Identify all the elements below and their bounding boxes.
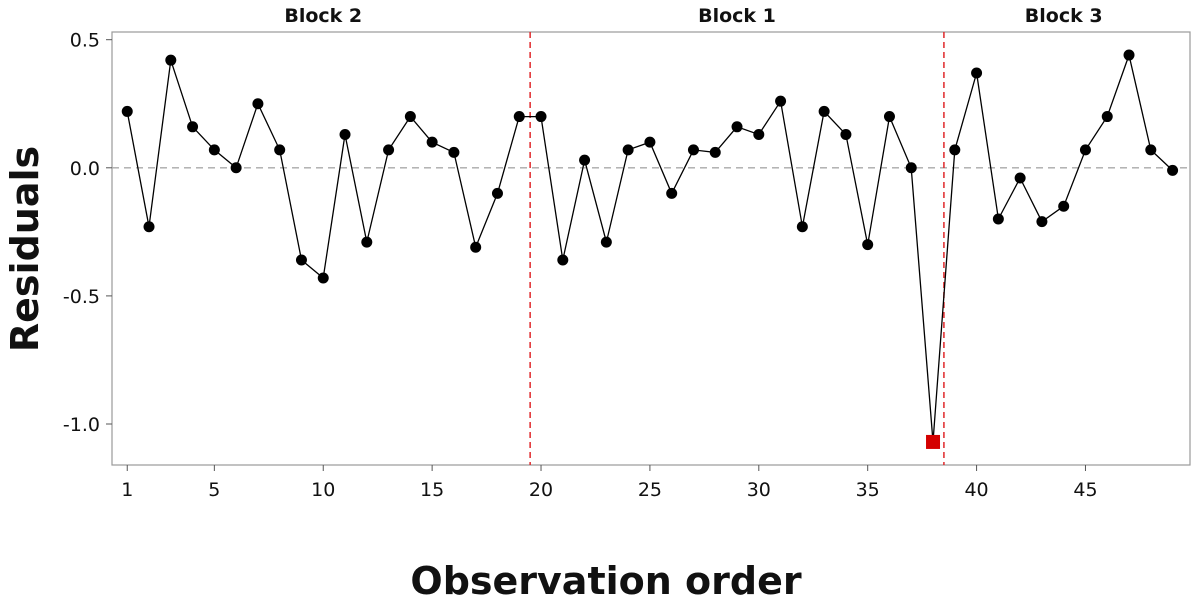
data-point-24 — [622, 144, 634, 156]
data-point-45 — [1079, 144, 1091, 156]
series-layer — [121, 49, 1179, 449]
data-point-42 — [1014, 172, 1026, 184]
data-point-21 — [557, 254, 569, 266]
data-point-25 — [644, 136, 656, 148]
data-point-11 — [339, 128, 351, 140]
x-tick-label-2: 10 — [311, 479, 335, 501]
data-point-17 — [470, 241, 482, 253]
data-point-31 — [775, 95, 787, 107]
data-point-40 — [971, 67, 983, 79]
data-point-32 — [796, 221, 808, 233]
data-point-8 — [274, 144, 286, 156]
x-tick-label-9: 45 — [1073, 479, 1097, 501]
x-tick-label-0: 1 — [121, 479, 133, 501]
data-point-13 — [383, 144, 395, 156]
data-point-29 — [731, 121, 743, 133]
data-point-6 — [230, 162, 242, 174]
axes-layer: 0.50.0-0.5-1.01 5 10 15 20 25 30 35 40 45 — [63, 30, 1098, 501]
data-point-20 — [535, 111, 547, 123]
data-point-41 — [992, 213, 1004, 225]
data-point-3 — [165, 54, 177, 66]
x-tick-label-8: 40 — [964, 479, 988, 501]
x-axis-title: Observation order — [410, 559, 801, 599]
data-point-10 — [317, 272, 329, 284]
data-point-18 — [491, 187, 503, 199]
data-point-5 — [208, 144, 220, 156]
data-point-23 — [600, 236, 612, 248]
block-label-1: Block 2 — [284, 5, 362, 27]
y-axis-title: Residuals — [3, 146, 47, 352]
x-tick-label-5: 25 — [638, 479, 662, 501]
data-point-28 — [709, 146, 721, 158]
data-point-22 — [579, 154, 591, 166]
data-point-34 — [840, 128, 852, 140]
x-tick-label-6: 30 — [747, 479, 771, 501]
data-point-37 — [905, 162, 917, 174]
x-tick-label-4: 20 — [529, 479, 553, 501]
data-point-7 — [252, 98, 264, 110]
data-point-36 — [883, 111, 895, 123]
highlight-point-38 — [926, 434, 941, 449]
x-tick-label-1: 5 — [208, 479, 220, 501]
data-point-35 — [862, 239, 874, 251]
x-tick-label-7: 35 — [856, 479, 880, 501]
data-point-19 — [513, 111, 525, 123]
plot-area-frame — [111, 31, 1191, 466]
blocks-layer: Block 2 Block 1 Block 3 — [284, 5, 1103, 465]
y-tick-label-0: 0.5 — [70, 30, 100, 52]
data-point-1 — [121, 105, 133, 117]
data-point-15 — [426, 136, 438, 148]
residual-connecting-line — [126, 52, 1174, 442]
data-point-30 — [753, 128, 765, 140]
data-point-12 — [361, 236, 373, 248]
data-point-2 — [143, 221, 155, 233]
y-tick-label-2: -0.5 — [63, 286, 100, 308]
x-tick-label-3: 15 — [420, 479, 444, 501]
data-point-16 — [448, 146, 460, 158]
y-tick-label-1: 0.0 — [70, 158, 100, 180]
data-point-27 — [687, 144, 699, 156]
block-label-2: Block 1 — [698, 5, 776, 27]
data-point-26 — [666, 187, 678, 199]
data-point-4 — [187, 121, 199, 133]
data-point-46 — [1101, 111, 1113, 123]
data-point-44 — [1058, 200, 1070, 212]
data-point-39 — [949, 144, 961, 156]
y-tick-label-3: -1.0 — [63, 414, 100, 436]
data-point-47 — [1123, 49, 1135, 61]
data-point-14 — [404, 111, 416, 123]
data-point-33 — [818, 105, 830, 117]
data-point-43 — [1036, 216, 1048, 228]
block-label-3: Block 3 — [1025, 5, 1103, 27]
data-point-9 — [295, 254, 307, 266]
data-point-49 — [1167, 164, 1179, 176]
data-point-48 — [1145, 144, 1157, 156]
